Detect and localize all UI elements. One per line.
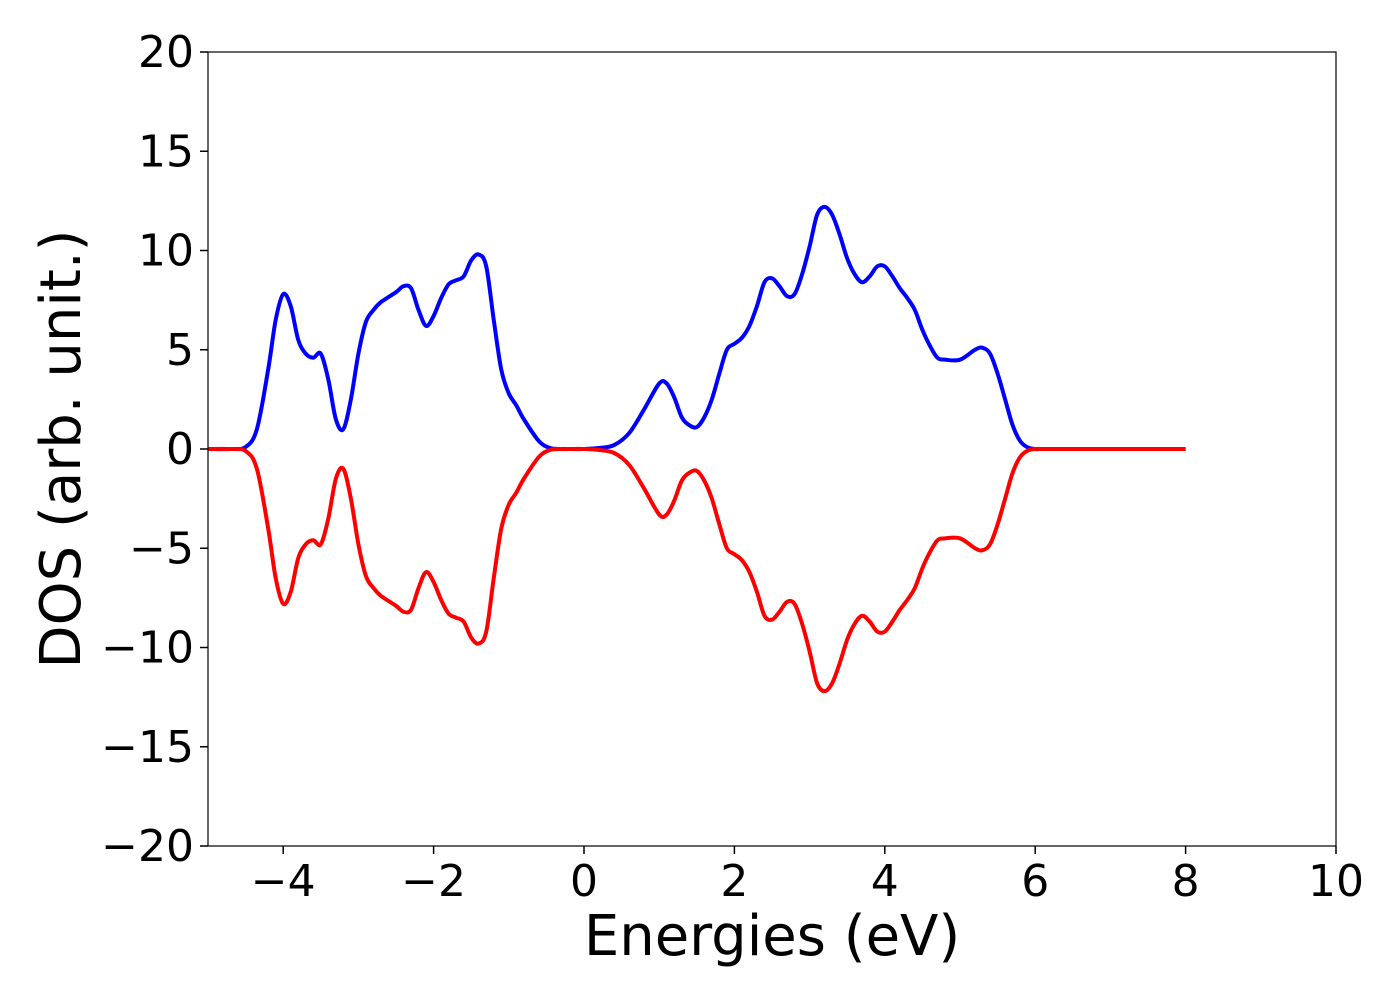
series-layer — [207, 204, 1186, 694]
y-tick-label: 0 — [166, 424, 194, 475]
y-tick-label: 10 — [138, 226, 194, 277]
x-tick-label: 2 — [720, 856, 748, 907]
x-tick-label: 6 — [1021, 856, 1049, 907]
y-tick-label: −10 — [101, 623, 194, 674]
series-line-2 — [207, 446, 1186, 694]
y-tick-label: 15 — [138, 126, 194, 177]
y-tick-label: 20 — [138, 27, 194, 78]
y-tick-label: −20 — [101, 821, 194, 872]
x-tick-label: −2 — [401, 856, 466, 907]
x-tick-label: 0 — [570, 856, 598, 907]
x-axis-ticks: −4 −2 0 2 4 6 8 10 — [251, 846, 1364, 907]
x-axis-label: Energies (eV) — [584, 904, 960, 969]
x-tick-label: −4 — [251, 856, 316, 907]
y-tick-label: 5 — [166, 325, 194, 376]
y-tick-label: −5 — [129, 523, 194, 574]
y-axis-label: DOS (arb. unit.) — [29, 229, 94, 668]
y-axis-ticks: 20 15 10 5 0 −5 −10 −15 −20 — [101, 27, 208, 872]
x-tick-label: 4 — [871, 856, 899, 907]
x-tick-label: 10 — [1308, 856, 1364, 907]
series-line-1 — [207, 204, 1186, 452]
y-tick-label: −15 — [101, 722, 194, 773]
x-tick-label: 8 — [1172, 856, 1200, 907]
